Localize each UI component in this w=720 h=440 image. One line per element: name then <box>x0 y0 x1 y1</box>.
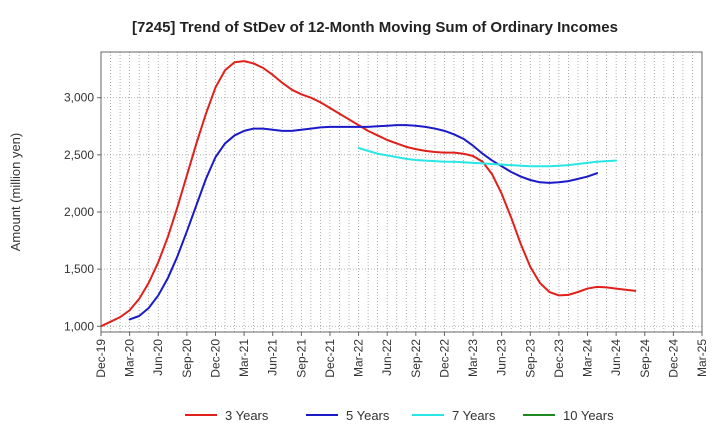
grid <box>101 52 702 332</box>
legend-label: 3 Years <box>225 408 269 423</box>
x-tick-label: Jun-20 <box>151 339 165 376</box>
x-tick-label: Dec-24 <box>666 339 680 378</box>
legend: 3 Years 5 Years 7 Years 10 Years <box>185 408 614 423</box>
legend-label: 10 Years <box>563 408 614 423</box>
x-tick-label: Dec-19 <box>94 339 108 378</box>
series-line-5-years <box>128 124 599 321</box>
x-tick-label: Sep-20 <box>180 339 194 378</box>
x-tick-label: Sep-21 <box>294 339 308 378</box>
x-tick-label: Sep-24 <box>638 339 652 378</box>
x-tick-label: Jun-24 <box>609 339 623 376</box>
x-tick-label: Dec-20 <box>208 339 222 378</box>
plot-frame <box>100 51 703 333</box>
y-tick-label: 1,000 <box>64 319 94 333</box>
y-tick-label: 1,500 <box>64 262 94 276</box>
chart-title: [7245] Trend of StDev of 12-Month Moving… <box>132 19 618 36</box>
series-line-7-years <box>357 147 618 168</box>
x-tick-label: Dec-22 <box>437 339 451 378</box>
legend-label: 7 Years <box>452 408 496 423</box>
x-tick-label: Mar-24 <box>581 339 595 377</box>
y-axis-ticks: 1,000 1,500 2,000 2,500 3,000 <box>64 91 101 333</box>
x-tick-label: Mar-23 <box>466 339 480 377</box>
series-line-3-years <box>100 60 637 328</box>
legend-label: 5 Years <box>346 408 390 423</box>
y-tick-label: 2,000 <box>64 205 94 219</box>
y-tick-label: 2,500 <box>64 148 94 162</box>
x-tick-label: Jun-22 <box>380 339 394 376</box>
x-tick-label: Sep-23 <box>523 339 537 378</box>
x-tick-label: Dec-23 <box>552 339 566 378</box>
x-tick-label: Sep-22 <box>409 339 423 378</box>
y-axis-label: Amount (million yen) <box>8 133 23 252</box>
y-tick-label: 3,000 <box>64 91 94 105</box>
x-tick-label: Mar-22 <box>352 339 366 377</box>
series-lines <box>100 60 637 328</box>
x-tick-label: Jun-23 <box>495 339 509 376</box>
x-axis-ticks: Dec-19 Mar-20 Jun-20 Sep-20 Dec-20 Mar-21 Jun-… <box>94 332 709 378</box>
x-tick-label: Mar-21 <box>237 339 251 377</box>
x-tick-label: Dec-21 <box>323 339 337 378</box>
x-tick-label: Mar-20 <box>123 339 137 377</box>
x-tick-label: Mar-25 <box>695 339 709 377</box>
x-tick-label: Jun-21 <box>266 339 280 376</box>
